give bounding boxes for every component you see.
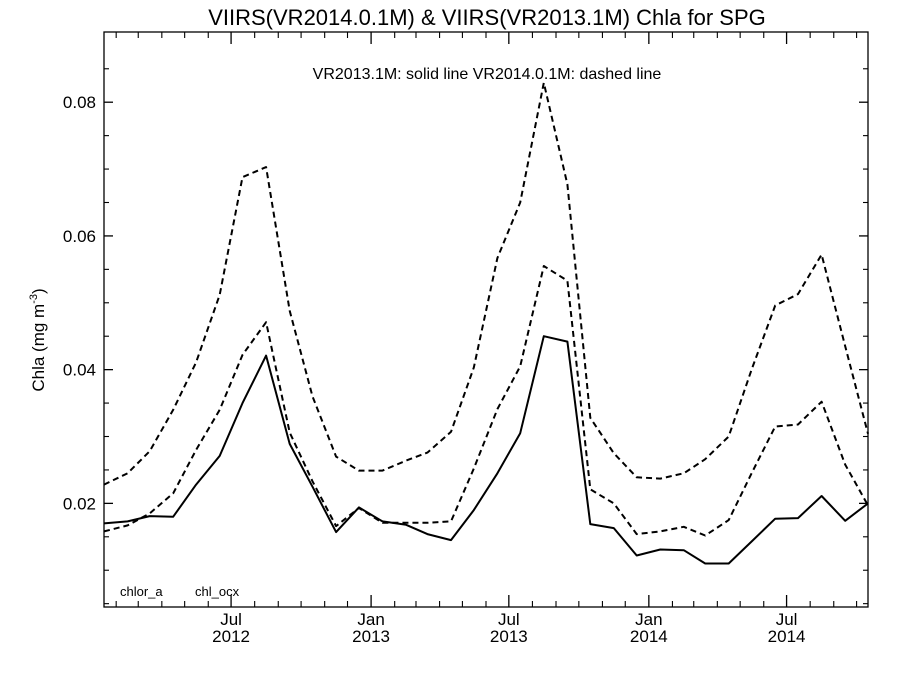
x-tick-label-year: 2013: [490, 627, 528, 646]
chart-title: VIIRS(VR2014.0.1M) & VIIRS(VR2013.1M) Ch…: [208, 5, 766, 30]
series-line-1-dashed: [103, 265, 869, 537]
x-tick-label-month: Jul: [498, 610, 520, 629]
x-tick-label-month: Jan: [635, 610, 662, 629]
x-tick-label-year: 2014: [768, 627, 806, 646]
y-tick-label: 0.04: [63, 361, 96, 380]
y-axis-label-close: ): [29, 288, 48, 294]
plot-frame: [103, 31, 869, 608]
x-tick-label-month: Jul: [776, 610, 798, 629]
axis-ticks: 0.020.040.060.08Jul2012Jan2013Jul2013Jan…: [63, 32, 868, 646]
y-axis-label-exponent: -3: [28, 294, 40, 304]
y-tick-label: 0.06: [63, 227, 96, 246]
x-tick-label-month: Jul: [220, 610, 242, 629]
y-tick-label: 0.02: [63, 494, 96, 513]
x-tick-label-year: 2012: [212, 627, 250, 646]
series-line-2-dashed: [103, 81, 869, 486]
x-tick-label-year: 2014: [630, 627, 668, 646]
legend-label-chl-ocx: chl_ocx: [195, 584, 240, 599]
x-tick-label-year: 2013: [352, 627, 390, 646]
x-tick-label-month: Jan: [357, 610, 384, 629]
legend-label-chlor-a: chlor_a: [120, 584, 163, 599]
y-axis-label: Chla (mg m-3): [28, 288, 48, 391]
data-series: [103, 81, 869, 565]
line-style-annotation: VR2013.1M: solid line VR2014.0.1M: dashe…: [313, 66, 662, 83]
y-axis-label-text: Chla (mg m: [29, 304, 48, 392]
y-tick-label: 0.08: [63, 93, 96, 112]
series-line-0-solid: [103, 335, 869, 565]
